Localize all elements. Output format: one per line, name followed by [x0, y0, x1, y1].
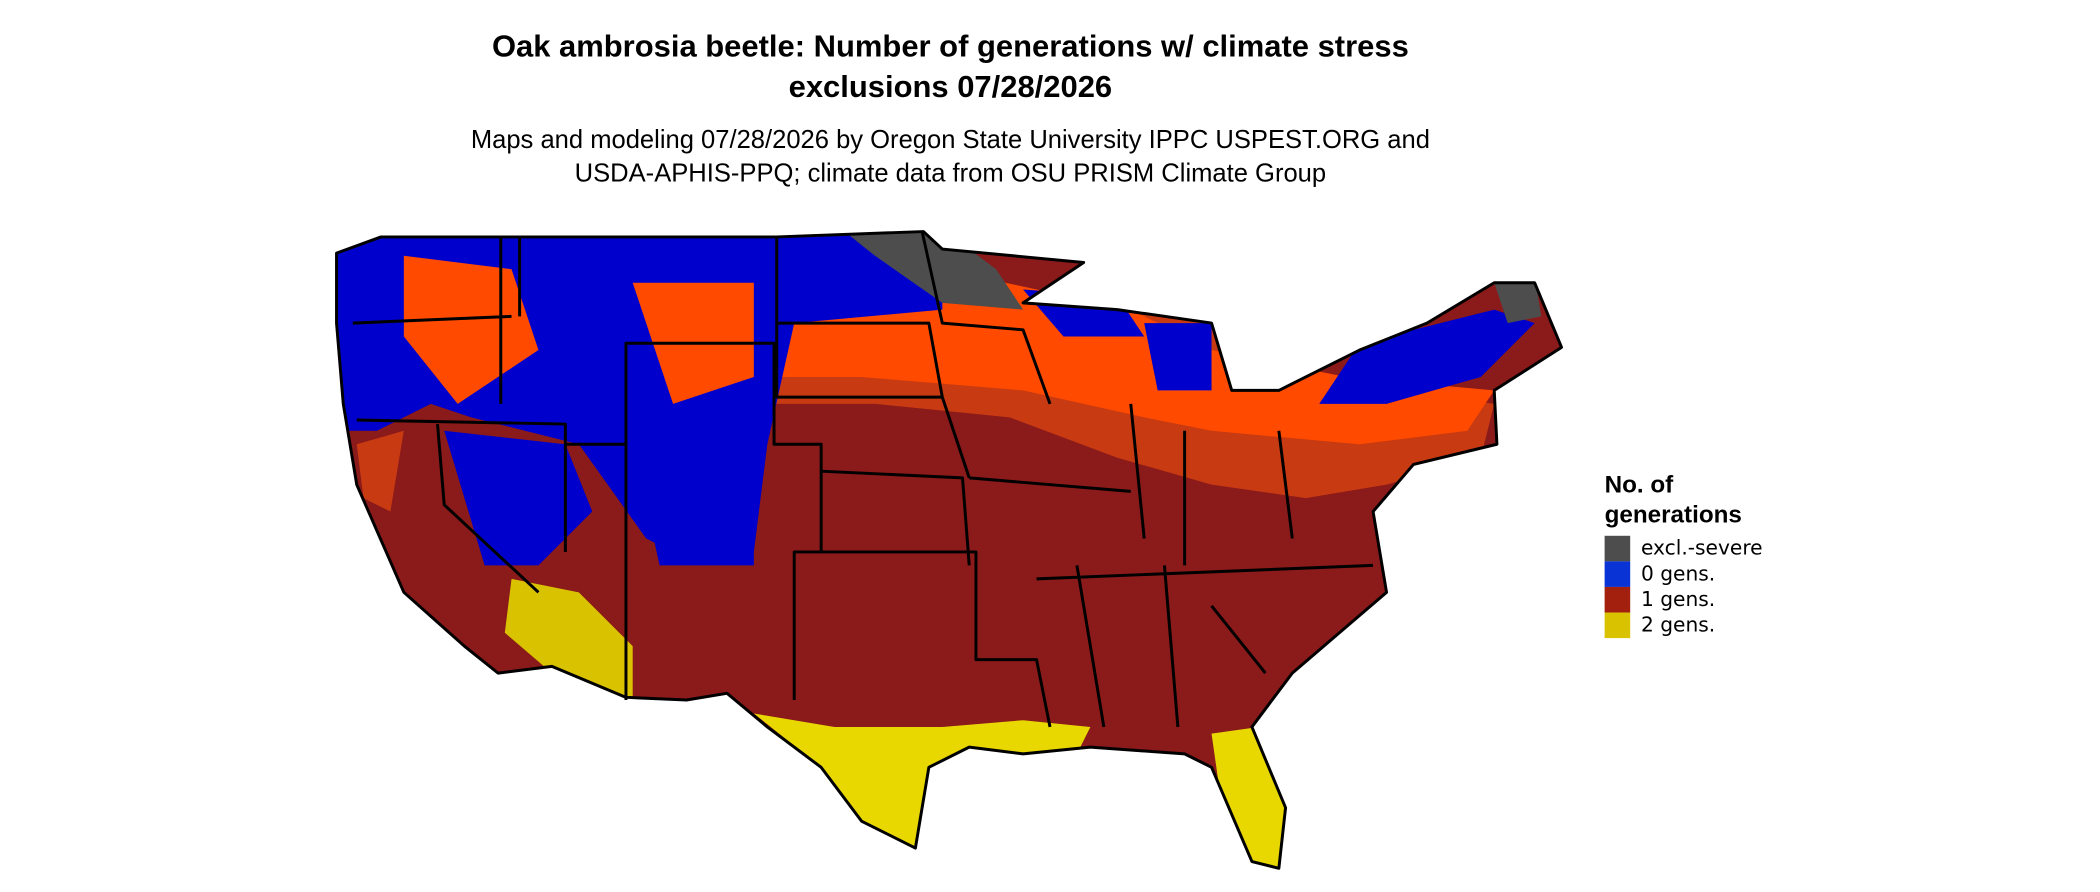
- legend-title: generations: [1605, 501, 1742, 528]
- legend-label: 2 gens.: [1641, 612, 1715, 636]
- us-map: [335, 230, 1564, 870]
- title-line: Oak ambrosia beetle: Number of generatio…: [492, 29, 1409, 64]
- legend-label: excl.-severe: [1641, 536, 1763, 560]
- legend-label: 0 gens.: [1641, 561, 1715, 585]
- legend-swatch: [1604, 535, 1631, 562]
- legend-label: 1 gens.: [1641, 587, 1715, 611]
- subtitle-line: Maps and modeling 07/28/2026 by Oregon S…: [471, 126, 1430, 154]
- legend-title: No. of: [1605, 472, 1675, 499]
- subtitle-line: USDA-APHIS-PPQ; climate data from OSU PR…: [575, 160, 1326, 188]
- title-line: exclusions 07/28/2026: [789, 69, 1113, 104]
- legend-swatch: [1604, 561, 1631, 587]
- legend-swatch: [1604, 586, 1631, 613]
- legend-swatch: [1604, 612, 1631, 639]
